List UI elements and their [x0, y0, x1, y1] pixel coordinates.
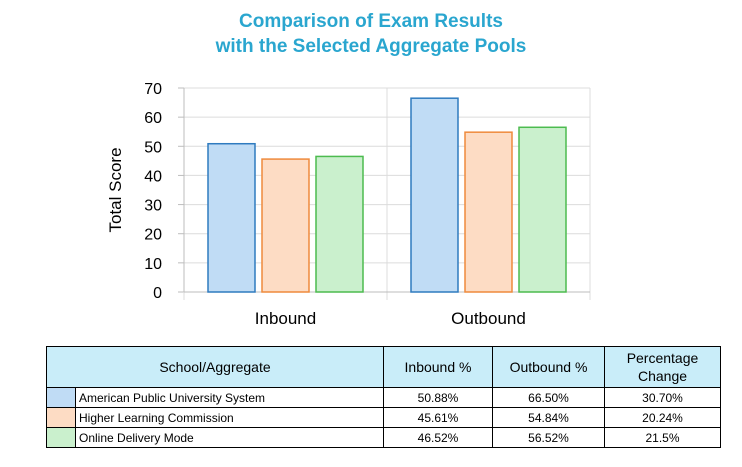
- table-row: Higher Learning Commission 45.61% 54.84%…: [46, 407, 721, 428]
- change-value: 20.24%: [604, 407, 721, 428]
- y-tick-label: 70: [144, 81, 162, 98]
- y-tick-label: 10: [144, 256, 162, 273]
- y-tick-label: 50: [144, 139, 162, 156]
- bar: [410, 97, 459, 293]
- y-axis-label: Total Score: [106, 147, 125, 232]
- table-row: American Public University System 50.88%…: [46, 387, 721, 408]
- legend-swatch-odm: [46, 427, 76, 448]
- legend-swatch-apus: [46, 387, 76, 408]
- row-label: Online Delivery Mode: [75, 427, 384, 448]
- bar: [518, 126, 567, 293]
- header-school-aggregate: School/Aggregate: [46, 346, 384, 388]
- bar: [207, 142, 256, 293]
- y-tick-label: 20: [144, 227, 162, 244]
- outbound-value: 54.84%: [492, 407, 605, 428]
- results-table: School/Aggregate Inbound % Outbound % Pe…: [46, 346, 721, 448]
- table-header-row: School/Aggregate Inbound % Outbound % Pe…: [46, 346, 721, 388]
- y-tick-label: 0: [153, 285, 162, 302]
- header-outbound: Outbound %: [492, 346, 605, 388]
- chart-title-line-1: Comparison of Exam Results: [239, 11, 503, 32]
- y-tick-label: 30: [144, 198, 162, 215]
- y-tick-label: 60: [144, 110, 162, 127]
- inbound-value: 50.88%: [383, 387, 493, 408]
- chart-title-line-2: with the Selected Aggregate Pools: [215, 36, 527, 57]
- legend-swatch-hlc: [46, 407, 76, 428]
- header-percentage-change: Percentage Change: [604, 346, 721, 388]
- y-tick-label: 40: [144, 168, 162, 185]
- change-value: 21.5%: [604, 427, 721, 448]
- bar: [261, 158, 310, 293]
- change-value: 30.70%: [604, 387, 721, 408]
- inbound-value: 45.61%: [383, 407, 493, 428]
- bar: [464, 131, 513, 293]
- row-label: Higher Learning Commission: [75, 407, 384, 428]
- row-label: American Public University System: [75, 387, 384, 408]
- bar: [315, 155, 364, 293]
- x-tick-label: Inbound: [255, 309, 316, 328]
- header-inbound: Inbound %: [383, 346, 493, 388]
- x-tick-label: Outbound: [451, 309, 526, 328]
- outbound-value: 66.50%: [492, 387, 605, 408]
- bar-chart: 0 10 20 30 40 50 60 70 Inbound Outbound Total Scor…: [106, 81, 591, 328]
- outbound-value: 56.52%: [492, 427, 605, 448]
- table-row: Online Delivery Mode 46.52% 56.52% 21.5%: [46, 427, 721, 448]
- inbound-value: 46.52%: [383, 427, 493, 448]
